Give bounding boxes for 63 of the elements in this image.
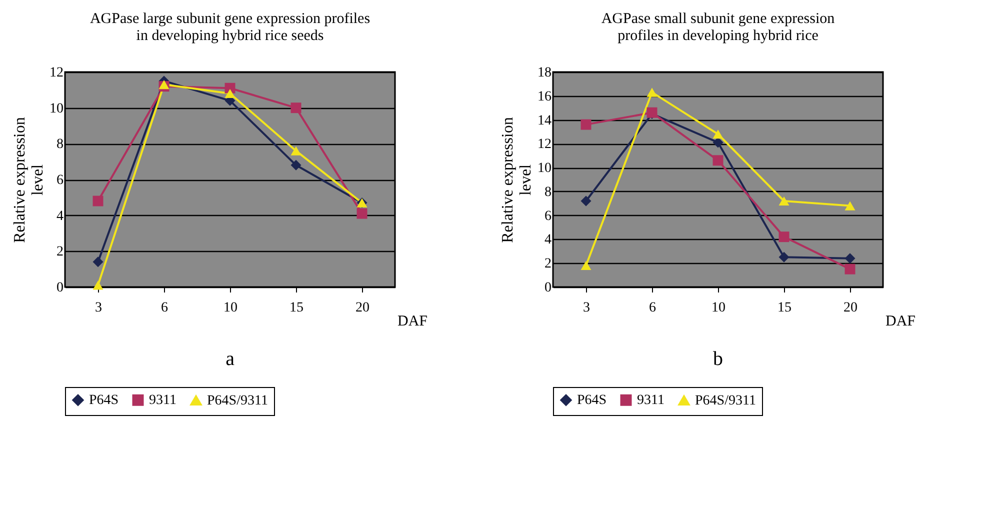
y-tick-label: 12 <box>538 137 552 152</box>
x-tick-label: 20 <box>356 300 370 316</box>
point <box>844 253 856 264</box>
y-tick-label: 4 <box>544 232 552 248</box>
point <box>92 256 104 268</box>
x-tick-label: 3 <box>583 300 590 316</box>
x-axis-title: DAF <box>886 314 916 330</box>
point <box>844 264 856 274</box>
x-tick-label: 15 <box>290 300 304 316</box>
text: a <box>226 348 235 370</box>
y-tick-label: 2 <box>56 244 64 260</box>
x-tick-label: 10 <box>712 300 726 316</box>
point <box>646 88 658 97</box>
y-tick-label: 2 <box>544 256 552 272</box>
y-tick-label: 16 <box>538 89 552 104</box>
y-axis-title: Relative expression level <box>500 117 534 243</box>
point <box>290 102 302 114</box>
x-tick-label: 20 <box>844 300 858 316</box>
point <box>290 146 302 156</box>
legend-label: 9311 <box>149 393 176 408</box>
chart-title: AGPase large subunit gene expression profiles in developing hybrid rice seeds <box>90 11 370 44</box>
point <box>92 280 104 290</box>
point <box>580 196 592 206</box>
point <box>92 196 104 206</box>
legend-label: P64S <box>577 393 607 408</box>
legend-label: P64S <box>89 393 119 408</box>
y-tick-label: 0 <box>56 280 64 296</box>
x-axis-title: DAF <box>398 314 428 330</box>
y-tick-label: 4 <box>56 208 64 224</box>
x-tick-label: 6 <box>161 300 168 316</box>
point <box>778 232 790 242</box>
point <box>224 88 236 98</box>
y-tick-label: 0 <box>544 280 552 296</box>
y-tick-label: 6 <box>544 208 552 224</box>
y-tick-label: 6 <box>56 173 64 188</box>
point <box>580 119 592 130</box>
point <box>778 252 790 262</box>
x-tick-label: 15 <box>778 300 792 316</box>
point <box>844 201 856 210</box>
point <box>712 137 724 148</box>
y-tick-label: 14 <box>538 113 552 128</box>
y-tick-label: 12 <box>50 66 64 80</box>
y-tick-label: 18 <box>538 66 552 80</box>
legend-label: P64S/9311 <box>207 393 268 408</box>
point <box>290 160 302 170</box>
y-tick-label: 8 <box>56 137 64 152</box>
y-tick-label: 8 <box>544 184 552 200</box>
chart-title: AGPase small subunit gene expression profiles in developing hybrid rice <box>601 11 836 44</box>
y-tick-label: 10 <box>538 161 552 176</box>
x-tick-label: 10 <box>224 300 238 316</box>
point <box>158 80 170 90</box>
x-tick-label: 6 <box>649 300 656 316</box>
y-tick-label: 10 <box>50 101 64 116</box>
point <box>778 196 790 206</box>
text: b <box>713 348 723 370</box>
point <box>712 130 724 139</box>
point <box>356 208 368 219</box>
legend-label: P64S/9311 <box>695 393 756 408</box>
y-axis-title: Relative expression level <box>12 117 46 243</box>
point <box>712 155 724 166</box>
point <box>580 260 592 270</box>
legend-label: 9311 <box>637 393 664 408</box>
x-tick-label: 3 <box>95 300 102 316</box>
